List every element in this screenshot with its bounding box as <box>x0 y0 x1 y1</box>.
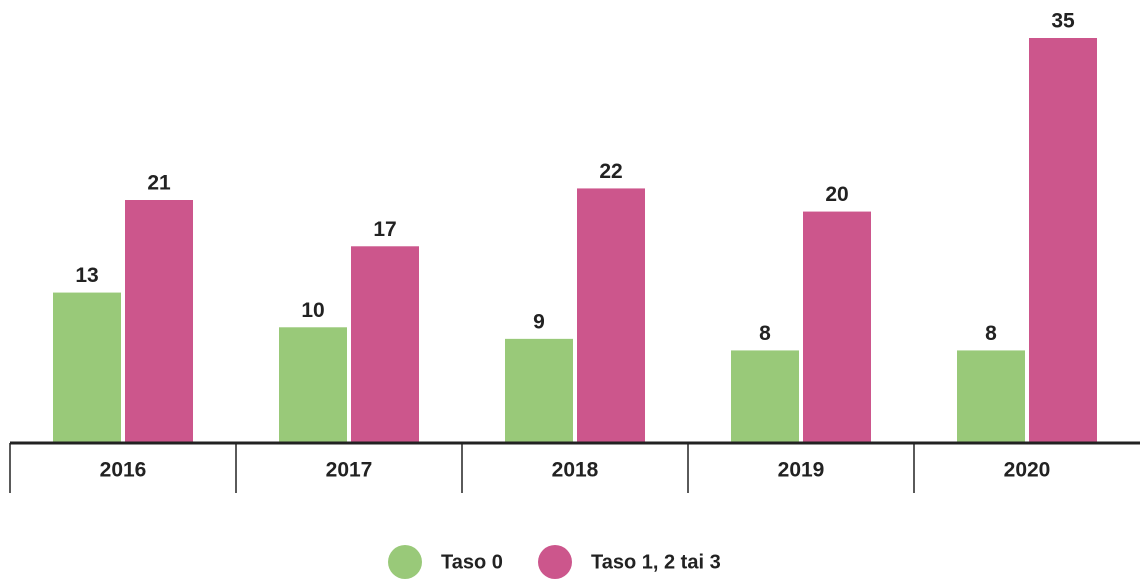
x-tick-label: 2020 <box>1004 459 1051 482</box>
value-label: 8 <box>985 322 997 345</box>
bar <box>53 292 121 443</box>
value-label: 35 <box>1051 10 1075 33</box>
value-label: 13 <box>75 264 98 287</box>
x-tick-label: 2017 <box>326 459 373 482</box>
legend-swatch <box>538 545 572 579</box>
value-label: 22 <box>599 160 622 183</box>
x-tick-label: 2019 <box>778 459 825 482</box>
bar <box>803 211 871 443</box>
legend-label: Taso 1, 2 tai 3 <box>591 551 721 573</box>
bar <box>731 350 799 443</box>
legend-swatch <box>388 545 422 579</box>
value-label: 8 <box>759 322 771 345</box>
value-label: 21 <box>147 172 171 195</box>
legend-label: Taso 0 <box>441 551 503 573</box>
x-tick-label: 2016 <box>100 459 147 482</box>
bar <box>505 338 573 443</box>
value-label: 9 <box>533 310 545 333</box>
bar <box>957 350 1025 443</box>
bar <box>577 188 645 443</box>
bar <box>279 327 347 443</box>
value-label: 20 <box>825 183 848 206</box>
bar <box>351 246 419 443</box>
value-label: 17 <box>373 218 396 241</box>
bar <box>125 200 193 443</box>
x-tick-label: 2018 <box>552 459 599 482</box>
bar <box>1029 38 1097 443</box>
value-label: 10 <box>301 299 324 322</box>
